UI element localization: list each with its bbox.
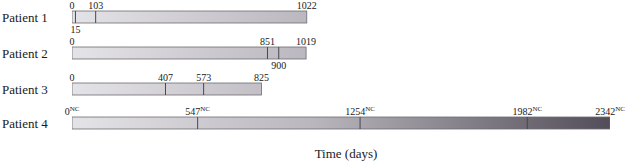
patient-bar	[72, 47, 306, 59]
time-label: 825	[254, 72, 269, 83]
axis-title: Time (days)	[315, 146, 378, 161]
time-label: 1982NC	[512, 105, 542, 117]
time-value: 103	[88, 0, 103, 11]
patient-bar	[72, 83, 262, 95]
time-label: 0	[70, 72, 75, 83]
superscript: NC	[200, 105, 210, 113]
time-value: 573	[196, 72, 211, 83]
time-value: 1254	[345, 106, 365, 117]
time-value: 547	[185, 106, 200, 117]
event-tick	[360, 117, 361, 129]
superscript: NC	[70, 105, 80, 113]
time-label: 15	[70, 24, 80, 35]
time-value: 1022	[297, 0, 317, 11]
time-value: 825	[254, 72, 269, 83]
time-label: 547NC	[185, 105, 210, 117]
time-value: 0	[70, 36, 75, 47]
category-label: Patient 3	[2, 82, 48, 97]
superscript: NC	[532, 105, 542, 113]
chart: Patient 10151031022Patient 208519001019P…	[0, 0, 640, 163]
event-tick	[278, 47, 279, 59]
plot-area	[72, 11, 610, 129]
time-value: 0	[70, 72, 75, 83]
time-value: 1982	[512, 106, 532, 117]
time-label: 1254NC	[345, 105, 375, 117]
time-label: 0	[70, 0, 75, 11]
time-label: 1022	[297, 0, 317, 11]
superscript: NC	[615, 105, 625, 113]
time-value: 2342	[595, 106, 615, 117]
event-tick	[75, 11, 76, 23]
time-value: 15	[70, 24, 80, 35]
event-tick	[267, 47, 268, 59]
time-label: 900	[271, 60, 286, 71]
time-label: 0	[70, 36, 75, 47]
time-label: 0NC	[65, 105, 80, 117]
time-value: 1019	[296, 36, 316, 47]
time-label: 407	[158, 72, 173, 83]
event-tick	[95, 11, 96, 23]
patient-bar	[72, 117, 610, 129]
event-tick	[197, 117, 198, 129]
time-value: 0	[70, 0, 75, 11]
time-label: 2342NC	[595, 105, 625, 117]
time-label: 573	[196, 72, 211, 83]
category-label: Patient 4	[2, 116, 48, 131]
time-value: 407	[158, 72, 173, 83]
time-value: 851	[260, 36, 275, 47]
patient-bar	[72, 11, 307, 23]
time-value: 900	[271, 60, 286, 71]
event-tick	[203, 83, 204, 95]
event-tick	[165, 83, 166, 95]
labels: Patient 10151031022Patient 208519001019P…	[2, 0, 625, 161]
superscript: NC	[365, 105, 375, 113]
category-label: Patient 2	[2, 46, 48, 61]
time-label: 1019	[296, 36, 316, 47]
event-tick	[527, 117, 528, 129]
category-label: Patient 1	[2, 10, 48, 25]
time-label: 851	[260, 36, 275, 47]
time-label: 103	[88, 0, 103, 11]
